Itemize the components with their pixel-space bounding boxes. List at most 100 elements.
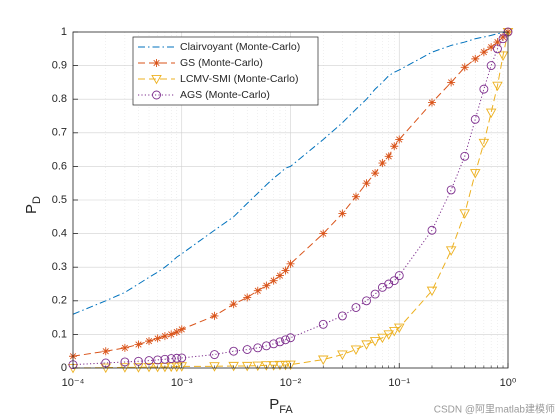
legend-label: GS (Monte-Carlo) [180, 57, 263, 69]
marker-circle [394, 271, 404, 281]
y-tick-label: 0.9 [52, 60, 67, 72]
y-label-main: P [23, 204, 40, 214]
marker-asterisk [499, 33, 508, 42]
y-tick-label: 0.1 [52, 328, 67, 340]
marker-circle [229, 346, 239, 356]
marker-asterisk [210, 311, 219, 320]
marker-asterisk [378, 159, 387, 168]
marker-circle [470, 114, 480, 124]
marker-triangle [165, 362, 177, 373]
marker-triangle [497, 51, 509, 61]
marker-triangle [274, 360, 286, 371]
marker-circle [370, 289, 380, 299]
marker-triangle [241, 361, 253, 372]
marker-triangle [459, 209, 470, 219]
marker-triangle [337, 350, 348, 360]
y-tick-label: 0.2 [52, 295, 67, 307]
marker-circle [172, 353, 182, 363]
x-tick-label: 10⁻⁴ [62, 377, 85, 389]
marker-triangle [478, 138, 490, 149]
marker-asterisk [275, 271, 284, 280]
marker-circle [242, 345, 252, 354]
marker-asterisk [253, 286, 262, 295]
marker-triangle [485, 108, 497, 119]
marker-triangle [377, 333, 388, 344]
marker-triangle [389, 326, 400, 337]
legend-label: AGS (Monte-Carlo) [180, 89, 270, 101]
y-tick-label: 0.8 [52, 93, 67, 105]
marker-asterisk [172, 328, 181, 337]
marker-circle [427, 225, 437, 235]
marker-triangle [209, 362, 220, 372]
marker-asterisk [167, 330, 176, 339]
marker-circle [281, 335, 290, 345]
marker-asterisk [152, 59, 161, 67]
marker-asterisk [487, 43, 496, 52]
marker-asterisk [351, 192, 360, 201]
x-tick-label: 10⁻² [280, 377, 302, 389]
marker-asterisk [471, 54, 480, 63]
x-label-main: P [269, 396, 279, 413]
marker-circle [210, 350, 219, 360]
x-label-sub: FA [279, 404, 293, 416]
marker-circle [479, 84, 489, 94]
marker-triangle [252, 361, 264, 372]
marker-circle [486, 61, 496, 71]
marker-triangle [268, 361, 279, 371]
marker-asterisk [384, 152, 393, 161]
marker-triangle [317, 355, 329, 366]
marker-triangle [469, 169, 481, 179]
marker-circle [460, 151, 470, 161]
marker-asterisk [262, 281, 271, 290]
marker-circle [144, 356, 154, 366]
y-tick-label: 0.3 [52, 261, 67, 273]
marker-triangle [383, 330, 394, 340]
y-tick-label: 0.5 [52, 194, 67, 206]
marker-asterisk [120, 343, 129, 352]
marker-triangle [445, 246, 457, 256]
legend-box [132, 36, 319, 106]
legend-label: Clairvoyant (Monte-Carlo) [180, 41, 300, 53]
marker-triangle [393, 323, 405, 334]
y-tick-label: 1 [61, 26, 67, 38]
marker-triangle [228, 361, 239, 372]
marker-asterisk [460, 63, 469, 72]
marker-asterisk [479, 48, 488, 57]
marker-triangle [171, 362, 183, 373]
x-axis-label: PFA [269, 396, 293, 416]
marker-asterisk [145, 337, 154, 346]
marker-circle [351, 303, 361, 312]
y-label-sub: D [31, 196, 43, 204]
series-line [72, 31, 509, 366]
marker-triangle [492, 81, 503, 92]
marker-circle [253, 343, 263, 353]
marker-asterisk [160, 332, 169, 341]
marker-triangle [285, 360, 296, 371]
legend-label: LCMV-SMI (Monte-Carlo) [180, 73, 298, 85]
marker-triangle [176, 362, 188, 372]
marker-asterisk [101, 347, 110, 356]
marker-triangle [350, 345, 362, 355]
marker-asterisk [229, 300, 238, 309]
y-axis-label: PD [23, 196, 43, 214]
marker-asterisk [177, 325, 186, 334]
marker-circle [134, 356, 143, 366]
marker-circle [153, 355, 163, 365]
marker-asterisk [338, 209, 347, 218]
marker-circle [498, 34, 508, 44]
marker-triangle [426, 286, 438, 297]
marker-circle [446, 185, 456, 195]
marker-asterisk [493, 38, 502, 47]
marker-circle [493, 44, 502, 54]
watermark: CSDN @阿里matlab建模师 [434, 403, 555, 416]
marker-circle [152, 90, 161, 100]
plot-area [67, 27, 514, 374]
marker-asterisk [390, 142, 399, 151]
y-tick-label: 0 [61, 362, 67, 374]
marker-triangle [152, 362, 163, 373]
marker-asterisk [447, 78, 456, 87]
marker-circle [389, 276, 399, 286]
marker-asterisk [281, 266, 290, 275]
marker-asterisk [319, 229, 328, 238]
marker-triangle [151, 74, 162, 85]
